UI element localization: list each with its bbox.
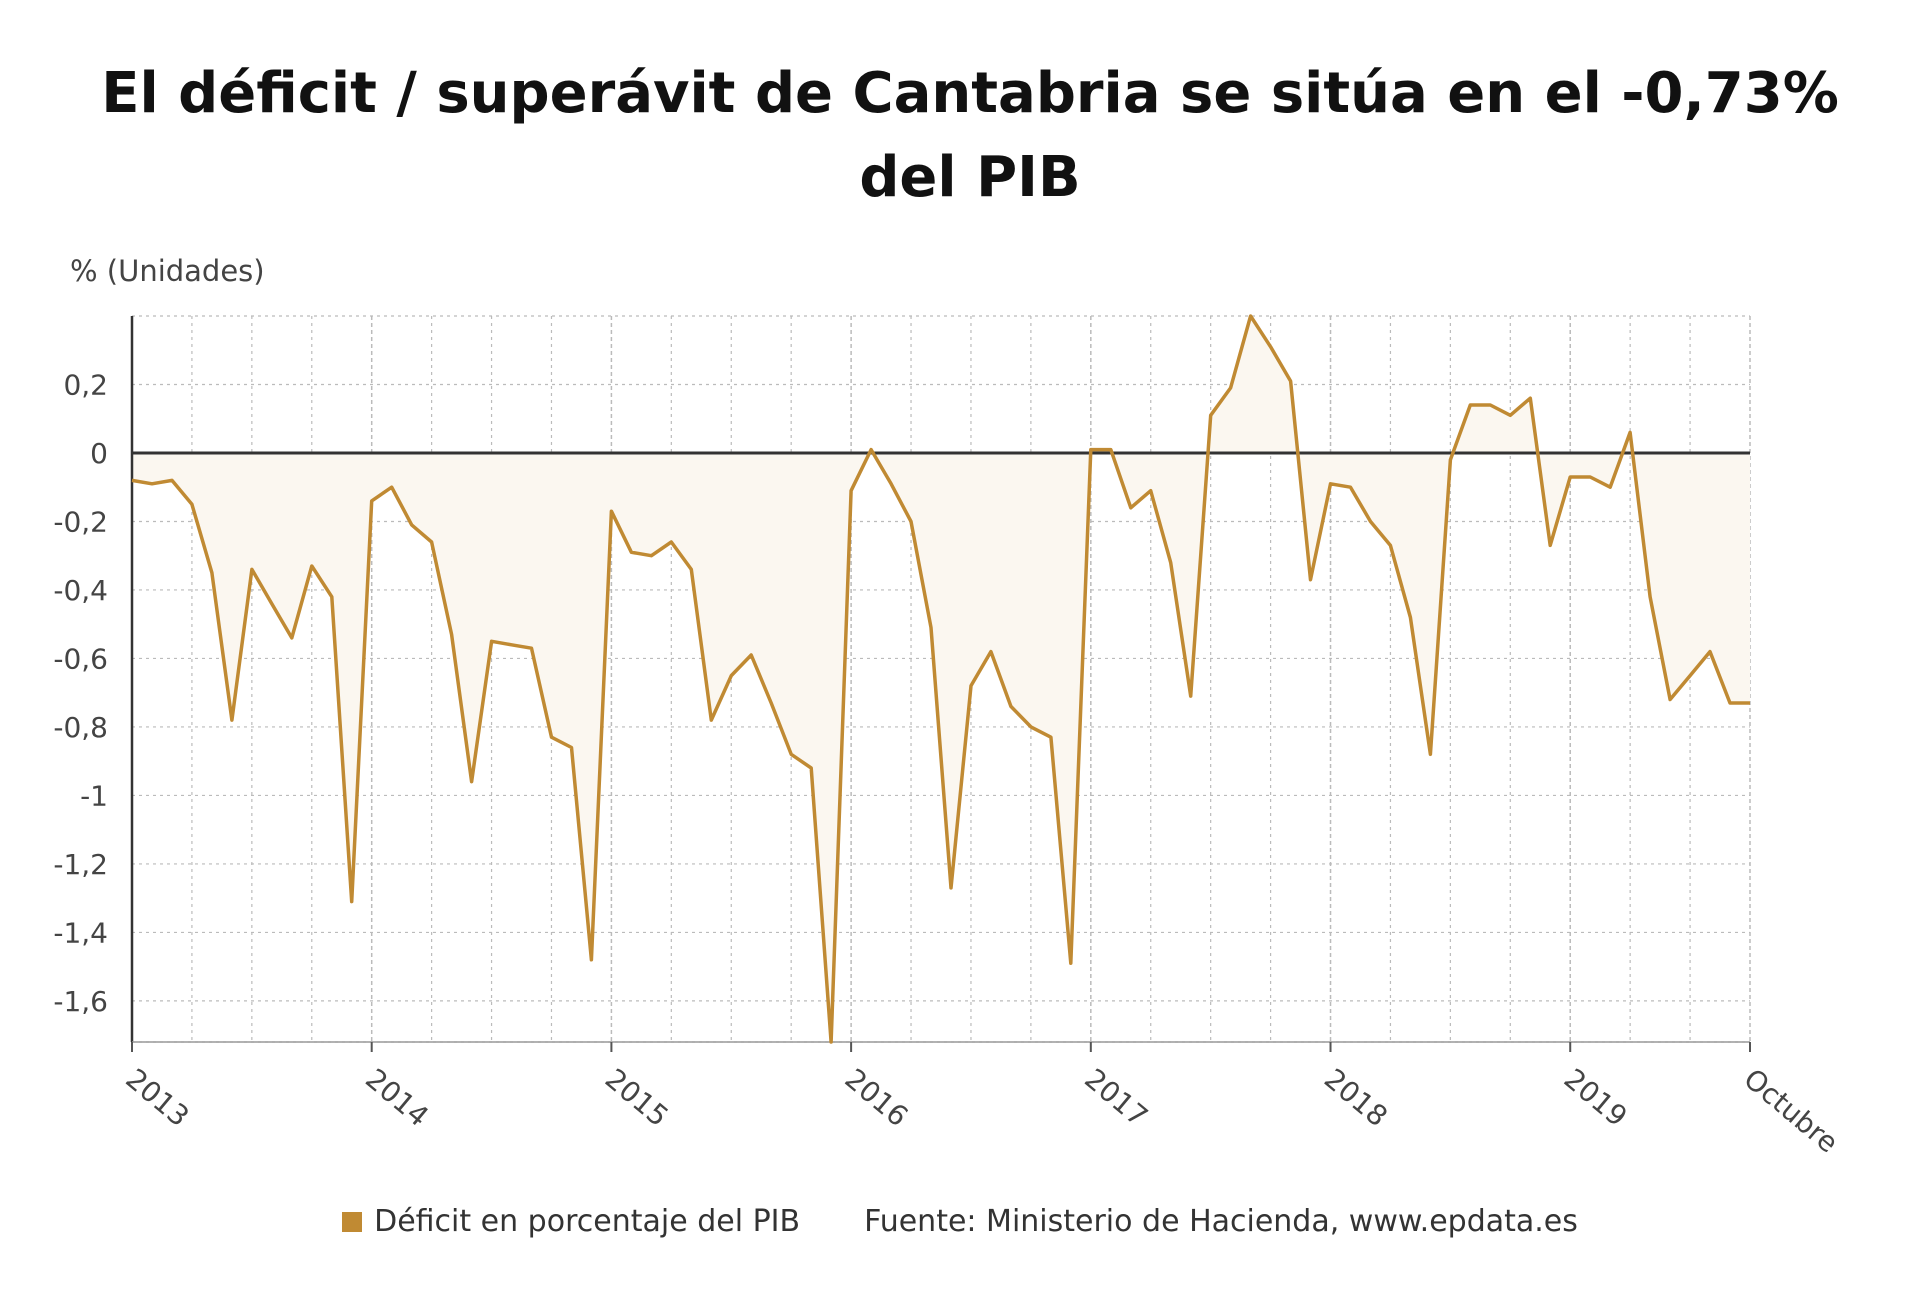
y-tick-label: -0,6: [53, 642, 108, 675]
x-tick-label: Octubre: [1738, 1062, 1845, 1159]
y-tick-label: 0: [90, 437, 108, 470]
y-tick-label: -1: [80, 779, 108, 812]
y-axis-unit-label: % (Unidades): [70, 254, 265, 288]
x-tick-label: 2013: [120, 1062, 196, 1133]
x-tick-label: 2015: [599, 1062, 675, 1133]
x-tick-label: 2019: [1558, 1062, 1634, 1133]
legend: Déficit en porcentaje del PIB Fuente: Mi…: [0, 1204, 1920, 1239]
chart-title: El déficit / superávit de Cantabria se s…: [101, 61, 1839, 210]
y-tick-labels: 0,2 0 -0,2 -0,4 -0,6 -0,8 -1 -1,2 -1,4 -1,6: [53, 368, 108, 1017]
x-tick-label: 2014: [359, 1062, 435, 1133]
x-tick-labels: 2013 2014 2015 2016 2017 2018 2019 Octubre: [120, 1042, 1845, 1159]
y-tick-label: -0,4: [53, 574, 108, 607]
x-tick-label: 2017: [1078, 1062, 1154, 1133]
y-tick-label: -0,2: [53, 505, 108, 538]
y-tick-label: -0,8: [53, 711, 108, 744]
legend-label: Déficit en porcentaje del PIB: [374, 1204, 801, 1239]
y-tick-label: 0,2: [63, 368, 108, 401]
legend-swatch: [342, 1211, 363, 1232]
x-tick-label: 2016: [839, 1062, 915, 1133]
legend-item: Déficit en porcentaje del PIB: [342, 1204, 800, 1239]
y-tick-label: -1,2: [53, 848, 108, 881]
y-tick-label: -1,6: [53, 985, 108, 1018]
y-tick-label: -1,4: [53, 916, 108, 949]
x-tick-label: 2018: [1318, 1062, 1394, 1133]
series-area-fill: [132, 316, 1750, 1042]
source-text: Fuente: Ministerio de Hacienda, www.epda…: [864, 1204, 1578, 1239]
series-line: [131, 314, 1750, 1044]
